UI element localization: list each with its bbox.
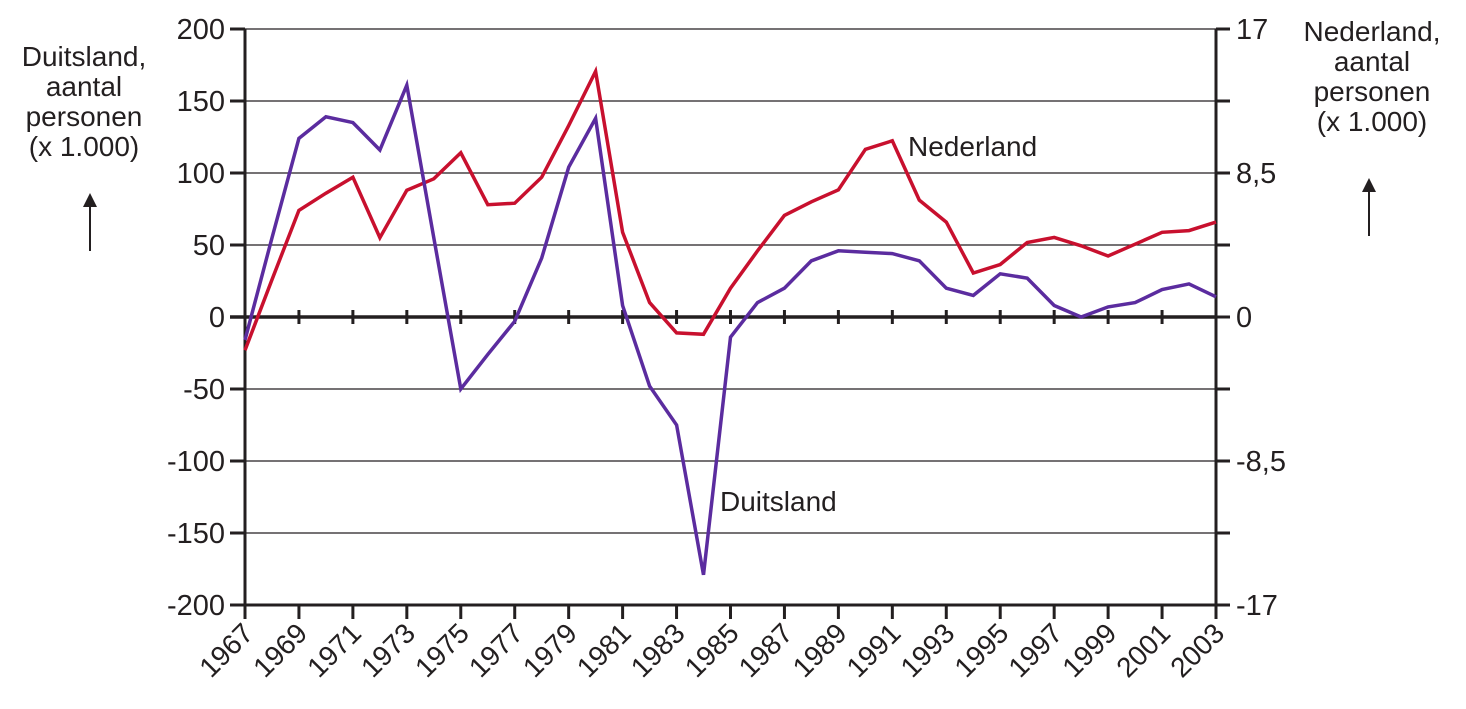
left-tick-label: 100 [177, 158, 225, 190]
right-axis-title-line: (x 1.000) [1316, 106, 1428, 137]
left-axis-title: Duitsland, aantal personen (x 1.000) [4, 42, 164, 162]
x-tick-label: 1977 [463, 617, 529, 683]
right-axis-title-line: personen [1313, 76, 1431, 107]
left-tick-label: -50 [183, 374, 225, 406]
left-tick-label: -100 [167, 446, 225, 478]
x-tick-label: 1987 [733, 617, 799, 683]
x-tick-label: 2003 [1164, 617, 1230, 683]
left-axis-title-line: aantal [45, 71, 123, 102]
x-tick-label: 1995 [948, 617, 1014, 683]
left-axis-title-line: (x 1.000) [28, 131, 140, 162]
x-tick-label: 1973 [355, 617, 421, 683]
x-tick-label: 1993 [895, 617, 961, 683]
x-tick-label: 1985 [679, 617, 745, 683]
right-tick-label: 0 [1236, 302, 1252, 334]
nederland-line [243, 65, 1217, 351]
left-axis-ticks: 200 150 100 50 0 -50 -100 -150 -200 [167, 14, 245, 622]
x-tick-label: 1971 [301, 617, 367, 683]
right-tick-label: 17 [1236, 14, 1268, 46]
right-axis-title-line: aantal [1333, 46, 1411, 77]
left-tick-label: -150 [167, 518, 225, 550]
nederland-series-label: Nederland [908, 131, 1037, 162]
x-tick-label: 1983 [625, 617, 691, 683]
up-arrow-icon [1362, 178, 1376, 236]
left-tick-label: -200 [167, 590, 225, 622]
x-tick-label: 1991 [841, 617, 907, 683]
x-tick-label: 1999 [1056, 617, 1122, 683]
duitsland-series-label: Duitsland [720, 486, 837, 517]
left-tick-label: 0 [209, 302, 225, 334]
x-tick-label: 1969 [247, 617, 313, 683]
right-axis-ticks: 17 8,5 0 -8,5 -17 [1216, 14, 1286, 622]
x-tick-label: 1967 [193, 617, 259, 683]
axes [230, 29, 1218, 619]
x-tick-label: 1979 [517, 617, 583, 683]
right-tick-label: -17 [1236, 590, 1278, 622]
right-tick-label: -8,5 [1236, 446, 1286, 478]
left-tick-label: 150 [177, 86, 225, 118]
left-tick-label: 50 [193, 230, 225, 262]
up-arrow-icon [83, 193, 97, 251]
x-tick-label: 1975 [409, 617, 475, 683]
left-axis-title-line: personen [25, 101, 143, 132]
x-tick-label: 1981 [571, 617, 637, 683]
left-tick-label: 200 [177, 14, 225, 46]
right-tick-label: 8,5 [1236, 158, 1276, 190]
left-axis-title-line: Duitsland, [21, 41, 147, 72]
x-tick-label: 2001 [1110, 617, 1176, 683]
right-axis-title: Nederland, aantal personen (x 1.000) [1282, 17, 1462, 137]
right-axis-title-line: Nederland, [1303, 16, 1441, 47]
x-tick-label: 1997 [1002, 617, 1068, 683]
duitsland-line [243, 78, 1217, 576]
x-tick-label: 1989 [787, 617, 853, 683]
